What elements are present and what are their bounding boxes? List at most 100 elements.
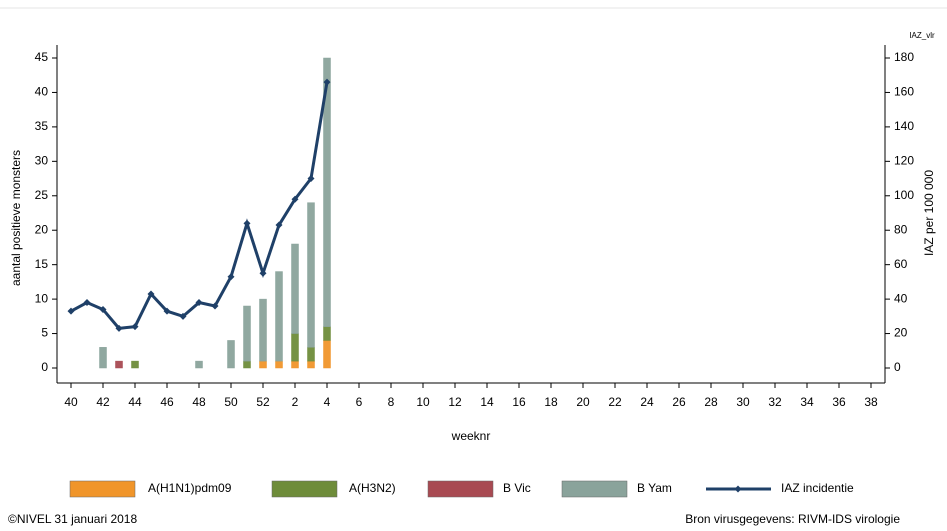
x-tick-label: 14 <box>480 395 494 409</box>
x-tick-label: 10 <box>416 395 430 409</box>
legend-label: B Vic <box>503 481 531 495</box>
line-marker <box>243 219 251 227</box>
bar-segment <box>227 340 235 369</box>
bar-segment <box>291 333 299 362</box>
line-marker <box>211 302 219 310</box>
x-tick-label: 24 <box>640 395 654 409</box>
y2-tick-label: 20 <box>894 326 908 340</box>
line-marker <box>179 312 187 320</box>
x-tick-label: 52 <box>256 395 270 409</box>
bar-segment <box>307 360 315 369</box>
y-tick-label: 40 <box>35 85 49 99</box>
x-tick-label: 26 <box>672 395 686 409</box>
x-tick-label: 38 <box>864 395 878 409</box>
line-marker <box>115 324 123 332</box>
bar-segment <box>323 326 331 341</box>
x-tick-label: 30 <box>736 395 750 409</box>
x-tick-label: 42 <box>96 395 110 409</box>
x-tick-label: 40 <box>64 395 78 409</box>
x-tick-label: 8 <box>388 395 395 409</box>
line-marker <box>227 273 235 281</box>
footer-left: ©NIVEL 31 januari 2018 <box>8 512 137 526</box>
line-marker <box>259 269 267 277</box>
y2-tick-label: 60 <box>894 257 908 271</box>
y2-tick-label: 180 <box>894 50 914 64</box>
bar-segment <box>131 360 139 369</box>
x-tick-label: 16 <box>512 395 526 409</box>
line-marker <box>99 305 107 313</box>
bar-segment <box>195 360 203 369</box>
footer-right: Bron virusgegevens: RIVM-IDS virologie <box>685 512 900 526</box>
line-marker <box>291 195 299 203</box>
line-marker <box>195 299 203 307</box>
x-tick-label: 6 <box>356 395 363 409</box>
x-tick-label: 48 <box>192 395 206 409</box>
legend-swatch <box>427 480 494 498</box>
bar-segment <box>323 340 331 369</box>
x-tick-label: 2 <box>292 395 299 409</box>
x-tick-label: 20 <box>576 395 590 409</box>
bar-segment <box>259 298 267 362</box>
bar-segment <box>243 360 251 369</box>
bar-segment <box>99 347 107 369</box>
y-tick-label: 0 <box>41 360 48 374</box>
x-tick-label: 18 <box>544 395 558 409</box>
line-marker <box>83 299 91 307</box>
x-tick-label: 44 <box>128 395 142 409</box>
x-tick-label: 4 <box>324 395 331 409</box>
y-tick-label: 35 <box>35 119 49 133</box>
bar-segment <box>291 360 299 369</box>
line-marker <box>163 307 171 315</box>
y2-tick-label: 140 <box>894 119 914 133</box>
line <box>70 81 329 330</box>
bar-segment <box>243 305 251 362</box>
bar-segment <box>275 360 283 369</box>
x-tick-label: 22 <box>608 395 622 409</box>
line-marker <box>323 78 331 86</box>
line-marker <box>275 221 283 229</box>
legend-label: A(H3N2) <box>349 481 396 495</box>
legend-swatch <box>561 480 628 498</box>
x-tick-label: 36 <box>832 395 846 409</box>
y2-tick-label: 40 <box>894 291 908 305</box>
y-tick-label: 20 <box>35 222 49 236</box>
legend-marker <box>734 485 742 493</box>
bar-segment <box>275 271 283 362</box>
line-marker <box>307 175 315 183</box>
y-axis-title: aantal positieve monsters <box>9 150 23 286</box>
y-tick-label: 30 <box>35 154 49 168</box>
y-tick-label: 25 <box>35 188 49 202</box>
y2-axis-top-label: IAZ_vlr <box>909 31 935 40</box>
x-tick-label: 46 <box>160 395 174 409</box>
y2-axis-title: IAZ per 100 000 <box>922 170 936 256</box>
y2-tick-label: 0 <box>894 360 901 374</box>
y2-tick-label: 80 <box>894 222 908 236</box>
y-tick-label: 15 <box>35 257 49 271</box>
y-tick-label: 45 <box>35 50 49 64</box>
bar-segment <box>307 347 315 362</box>
legend-swatch <box>271 480 338 498</box>
bar-segment <box>259 360 267 369</box>
line-marker <box>67 307 75 315</box>
y2-tick-label: 120 <box>894 154 914 168</box>
y2-tick-label: 160 <box>894 85 914 99</box>
x-tick-label: 50 <box>224 395 238 409</box>
legend-label: B Yam <box>637 481 672 495</box>
y-tick-label: 10 <box>35 291 49 305</box>
bar-segment <box>115 360 123 369</box>
line-marker <box>147 290 155 298</box>
x-tick-label: 12 <box>448 395 462 409</box>
bar-segment <box>291 243 299 334</box>
y2-tick-label: 100 <box>894 188 914 202</box>
bar-segment <box>307 202 315 348</box>
x-tick-label: 34 <box>800 395 814 409</box>
x-tick-label: 32 <box>768 395 782 409</box>
bar-segment <box>323 57 331 327</box>
y-tick-label: 5 <box>41 326 48 340</box>
legend-label: A(H1N1)pdm09 <box>148 481 232 495</box>
x-axis-title: weeknr <box>451 429 491 443</box>
line-marker <box>131 323 139 331</box>
x-tick-label: 28 <box>704 395 718 409</box>
legend-swatch <box>69 480 136 498</box>
